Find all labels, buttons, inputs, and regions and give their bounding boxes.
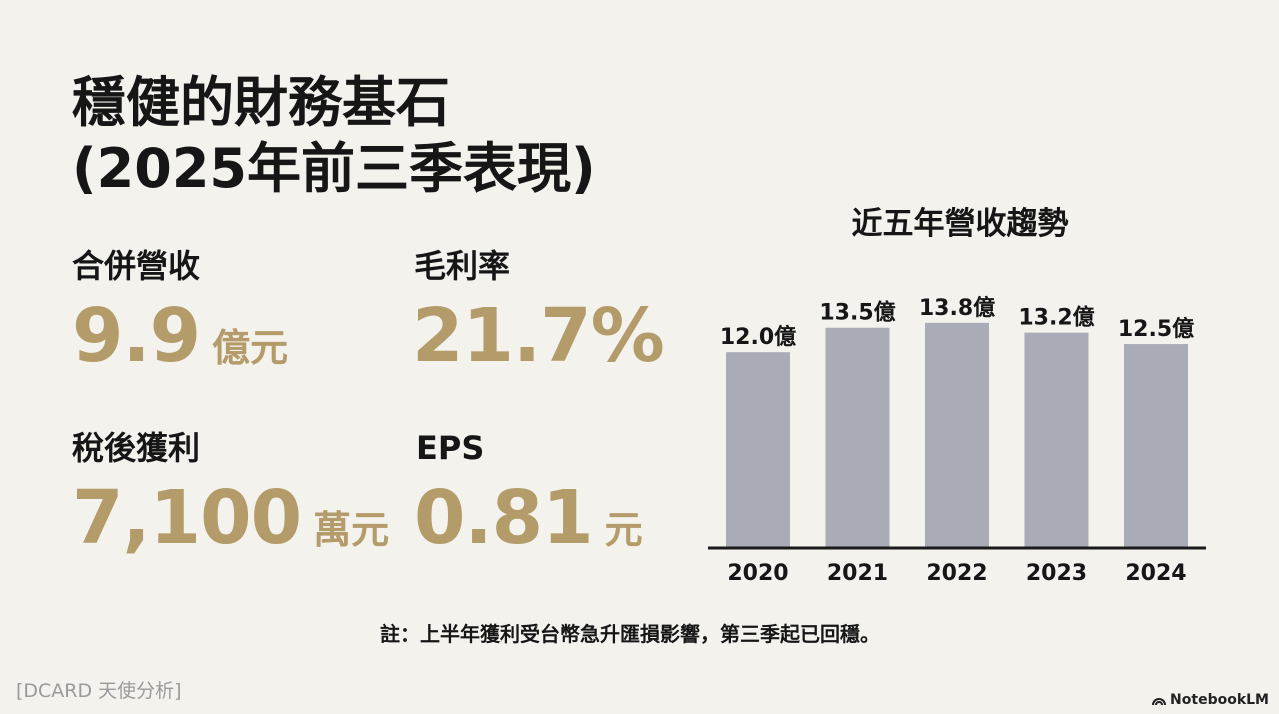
x-tick-label-2022: 2022 <box>926 561 987 586</box>
metric-unit-eps: 元 <box>604 508 643 552</box>
metric-value-revenue: 9.9 億元 <box>72 296 288 388</box>
metric-value-gross-margin: 21.7% <box>412 293 665 379</box>
x-tick-label-2020: 2020 <box>727 561 788 586</box>
revenue-bar-chart: 12.0億 2020 13.5億 2021 13.8億 2022 13.2億 2023 12.5… <box>708 295 1206 586</box>
bar-2020 <box>726 352 790 548</box>
bar-value-label-2023: 13.2億 <box>1018 305 1094 331</box>
source-label: [DCARD 天使分析] <box>16 680 182 702</box>
x-tick-label-2021: 2021 <box>827 561 888 586</box>
metric-label-gross-margin: 毛利率 <box>414 247 511 285</box>
x-tick-label-2024: 2024 <box>1125 561 1186 586</box>
title-line-1: 穩健的財務基石 <box>72 71 450 134</box>
notebooklm-logo-icon <box>1152 698 1167 706</box>
bar-value-label-2022: 13.8億 <box>919 295 995 321</box>
x-tick-label-2023: 2023 <box>1026 561 1087 586</box>
metric-label-revenue: 合併營收 <box>72 247 201 285</box>
title-line-2: (2025年前三季表現) <box>72 137 596 200</box>
bar-value-label-2020: 12.0億 <box>720 324 796 350</box>
metric-number-eps: 0.81 <box>414 475 594 561</box>
metric-unit-revenue: 億元 <box>212 326 289 370</box>
page-title: 穩健的財務基石 (2025年前三季表現) <box>72 70 596 202</box>
metric-number-net-profit: 7,100 <box>72 475 302 561</box>
bar-2022 <box>925 322 989 548</box>
metric-value-net-profit: 7,100 萬元 <box>72 478 389 570</box>
metric-number-gross-margin: 21.7% <box>412 293 665 379</box>
bar-value-label-2021: 13.5億 <box>819 300 895 326</box>
metric-value-eps: 0.81 元 <box>414 478 643 570</box>
metric-label-net-profit: 稅後獲利 <box>72 429 201 467</box>
bar-value-label-2024: 12.5億 <box>1118 316 1194 342</box>
metric-label-eps: EPS <box>416 429 485 467</box>
chart-title: 近五年營收趨勢 <box>851 206 1069 242</box>
footnote: 註：上半年獲利受台幣急升匯損影響，第三季起已回穩。 <box>380 622 880 646</box>
bar-2024 <box>1124 344 1188 548</box>
brand-name: NotebookLM <box>1170 692 1269 708</box>
metric-number-revenue: 9.9 <box>72 293 201 379</box>
bar-2023 <box>1024 332 1089 548</box>
brand-badge: NotebookLM <box>1152 690 1269 710</box>
metric-unit-net-profit: 萬元 <box>313 508 390 552</box>
bar-2021 <box>825 327 890 548</box>
